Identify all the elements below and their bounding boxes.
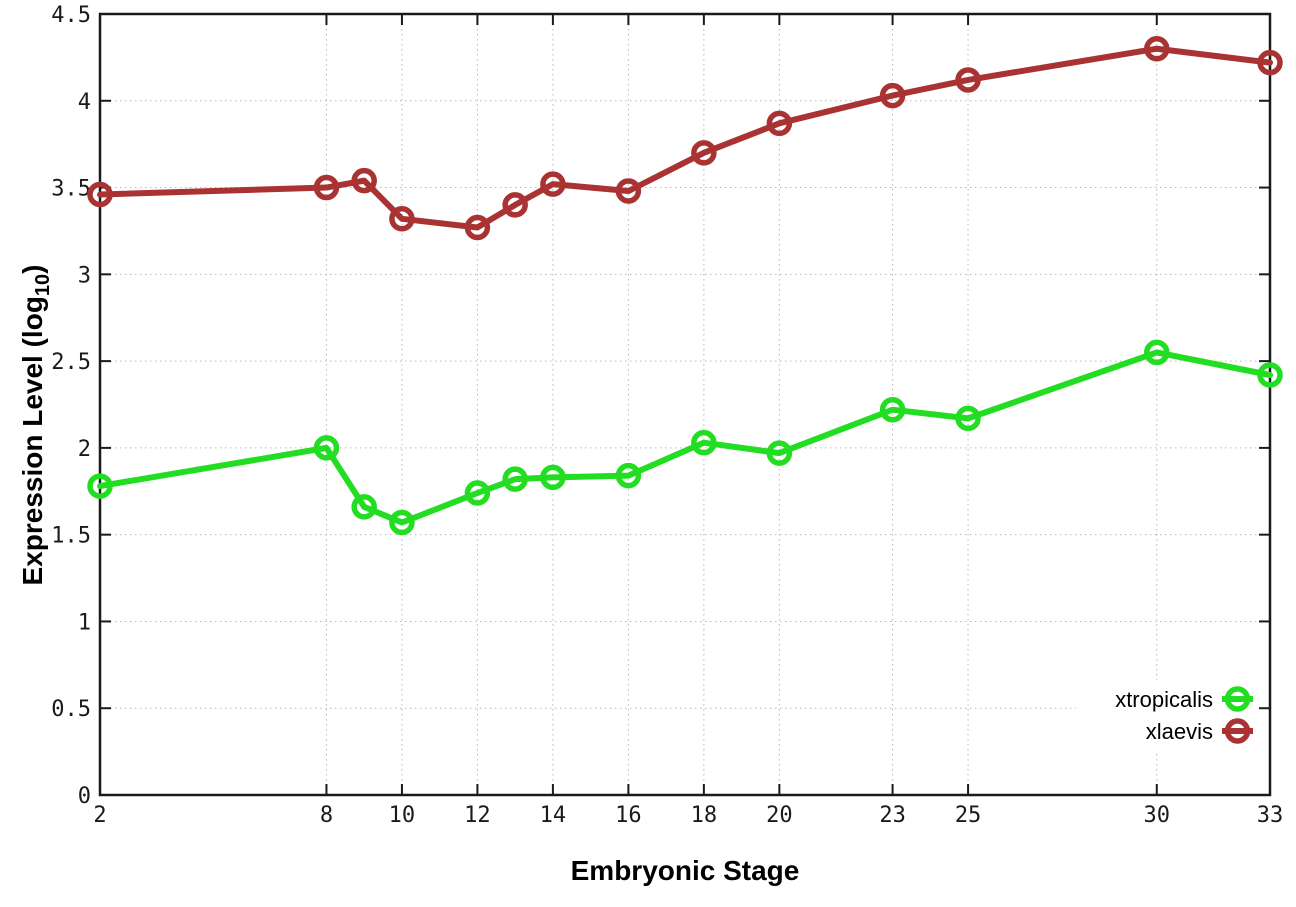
data-point-xtropicalis	[1257, 362, 1283, 388]
y-tick-label: 0	[78, 784, 91, 809]
data-point-xtropicalis	[615, 462, 642, 489]
y-tick-label: 4	[78, 90, 91, 115]
data-point-xtropicalis	[691, 429, 717, 456]
data-point-xtropicalis	[389, 509, 415, 536]
x-tick-label: 18	[691, 803, 718, 828]
data-point-xlaevis	[351, 167, 377, 194]
data-point-xlaevis	[955, 67, 981, 93]
y-tick-label: 3.5	[51, 177, 91, 202]
data-point-xlaevis	[540, 171, 566, 197]
data-point-xlaevis	[879, 82, 906, 109]
series-layer	[87, 35, 1283, 536]
data-point-xlaevis	[313, 174, 340, 201]
x-tick-label: 25	[955, 803, 982, 828]
data-point-xtropicalis	[502, 466, 528, 492]
data-point-xtropicalis	[540, 464, 566, 491]
plot-border	[98, 12, 1272, 797]
data-point-xlaevis	[1257, 49, 1283, 76]
data-point-xlaevis	[389, 206, 415, 232]
axis-layer: 2 8 10 12 14 16 18 20 23 25 30 33 0 0.5 1 1.5 2 2.5 3 3.5 4 4…	[51, 3, 1283, 828]
y-tick-label: 1.5	[51, 524, 91, 549]
legend: xtropicalis xlaevis	[1115, 686, 1253, 744]
x-tick-label: 30	[1144, 803, 1171, 828]
legend-sample-marker-xlaevis	[1224, 718, 1251, 744]
data-point-xtropicalis	[766, 440, 793, 466]
data-point-xlaevis	[464, 214, 491, 241]
x-axis-title: Embryonic Stage	[571, 855, 800, 886]
data-point-xlaevis	[502, 192, 528, 218]
x-tick-label: 8	[320, 803, 333, 828]
data-point-xtropicalis	[464, 480, 491, 506]
x-tick-label: 12	[464, 803, 491, 828]
data-point-xtropicalis	[955, 405, 981, 432]
data-point-xlaevis	[615, 178, 642, 204]
data-point-xtropicalis	[879, 396, 906, 423]
x-tick-label: 10	[389, 803, 416, 828]
y-tick-label: 1	[78, 610, 91, 635]
grid-layer	[99, 13, 1271, 796]
y-tick-label: 0.5	[51, 697, 91, 722]
series-line-xtropicalis	[97, 349, 1273, 526]
x-tick-label: 16	[615, 803, 642, 828]
data-point-xlaevis	[691, 140, 717, 166]
x-tick-label: 23	[879, 803, 906, 828]
legend-label-xtropicalis: xtropicalis	[1115, 687, 1213, 712]
series-line-xlaevis	[97, 45, 1273, 231]
data-point-xtropicalis	[313, 435, 340, 461]
x-tick-label: 2	[93, 803, 106, 828]
data-point-xtropicalis	[87, 473, 113, 499]
y-tick-label: 4.5	[51, 3, 91, 28]
x-tick-label: 14	[540, 803, 567, 828]
legend-sample-marker-xtropicalis	[1224, 686, 1251, 712]
x-tick-label: 20	[766, 803, 793, 828]
data-point-xlaevis	[87, 181, 113, 208]
data-point-xtropicalis	[1144, 339, 1170, 366]
y-tick-label: 2.5	[51, 350, 91, 375]
legend-label-xlaevis: xlaevis	[1146, 719, 1213, 744]
x-tick-label: 33	[1257, 803, 1284, 828]
data-point-xlaevis	[766, 110, 793, 137]
y-tick-label: 3	[78, 263, 91, 288]
data-point-xlaevis	[1144, 35, 1170, 62]
y-tick-label: 2	[78, 437, 91, 462]
data-point-xtropicalis	[351, 494, 377, 520]
y-axis-title: Expression Level (log10)	[17, 265, 54, 586]
